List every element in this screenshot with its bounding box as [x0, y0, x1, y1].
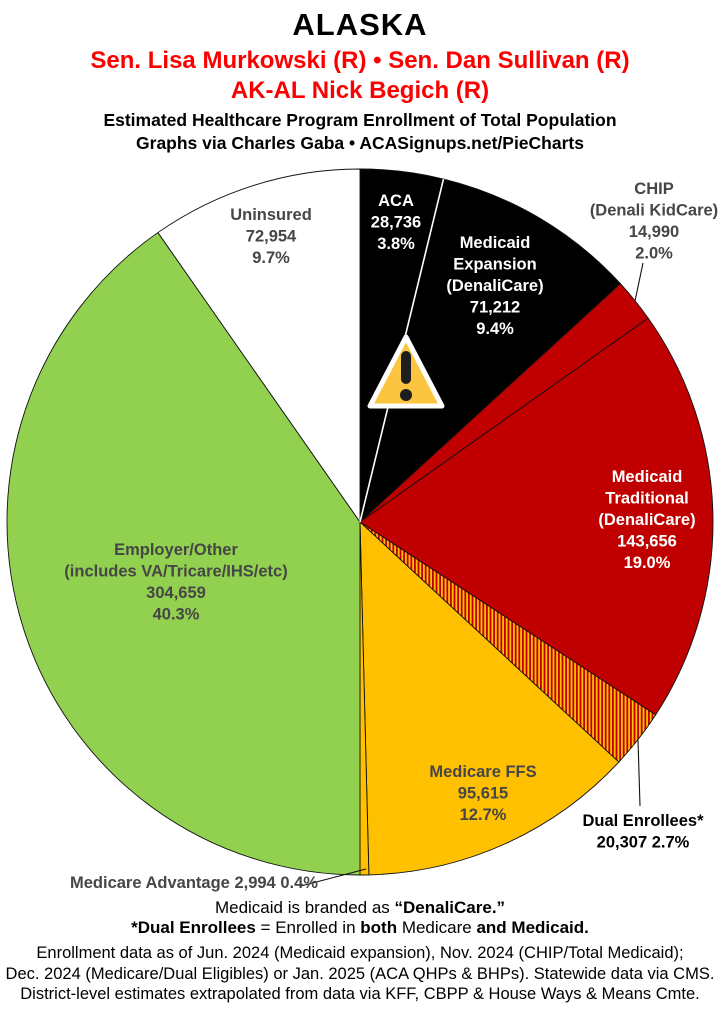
slice-label-uninsured: Uninsured 72,954 9.7% [230, 206, 312, 267]
chart-subtitle: Estimated Healthcare Program Enrollment … [103, 110, 617, 130]
pie-slice-medicare-ffs [359, 521, 620, 876]
source-line-1: Enrollment data as of Jun. 2024 (Medicai… [36, 944, 684, 962]
footnote-dual-enrollees: *Dual Enrollees = Enrolled in both Medic… [131, 918, 589, 937]
source-line-2: Dec. 2024 (Medicare/Dual Eligibles) or J… [5, 964, 715, 983]
senators-line: Sen. Lisa Murkowski (R) • Sen. Dan Sulli… [90, 47, 630, 74]
pie-slice-medicaid-traditional [359, 317, 714, 716]
source-block: Enrollment data as of Jun. 2024 (Medicai… [0, 943, 720, 1005]
footnote-denalicare: Medicaid is branded as “DenaliCare.” [214, 898, 506, 917]
leader-line-chip [634, 262, 644, 302]
slice-label-medicare-ffs: Medicare FFS 95,615 12.7% [429, 763, 536, 824]
leader-line-dual-enrollees [637, 739, 641, 807]
header: ALASKA Sen. Lisa Murkowski (R) • Sen. Da… [0, 8, 720, 155]
credit-line: Graphs via Charles Gaba • ACASignups.net… [136, 133, 584, 153]
slice-label-dual-enrollees: Dual Enrollees* 20,307 2.7% [582, 812, 704, 852]
pie-slice-employer-other [6, 232, 361, 876]
slice-label-medicaid-expansion: Medicaid Expansion (DenaliCare) 71,212 9.4% [446, 234, 543, 338]
slice-label-medicaid-traditional: Medicaid Traditional (DenaliCare) 143,656 19… [598, 468, 695, 572]
slice-label-employer-other: Employer/Other (includes VA/Tricare/IHS/e… [64, 541, 287, 624]
state-title: ALASKA [292, 7, 428, 42]
slice-label-aca: ACA 28,736 3.8% [371, 192, 421, 253]
leader-line-medicare-advantage [300, 868, 367, 887]
source-line-3: District-level estimates extrapolated fr… [20, 985, 700, 1003]
footer: Medicaid is branded as “DenaliCare.” *Du… [0, 898, 720, 1005]
warning-icon [367, 334, 445, 409]
label-leader-lines [300, 262, 644, 887]
slice-label-medicare-advantage: Medicare Advantage 2,994 0.4% [70, 874, 318, 892]
pie-slice-medicaid-expansion [359, 178, 621, 523]
representative-line: AK-AL Nick Begich (R) [230, 77, 490, 104]
slice-labels: ACA 28,736 3.8% Medicaid Expansion (DenaliCar… [64, 180, 718, 892]
slice-label-chip: CHIP (Denali KidCare) 14,990 2.0% [590, 180, 718, 263]
pie-slice-uninsured [157, 168, 361, 523]
